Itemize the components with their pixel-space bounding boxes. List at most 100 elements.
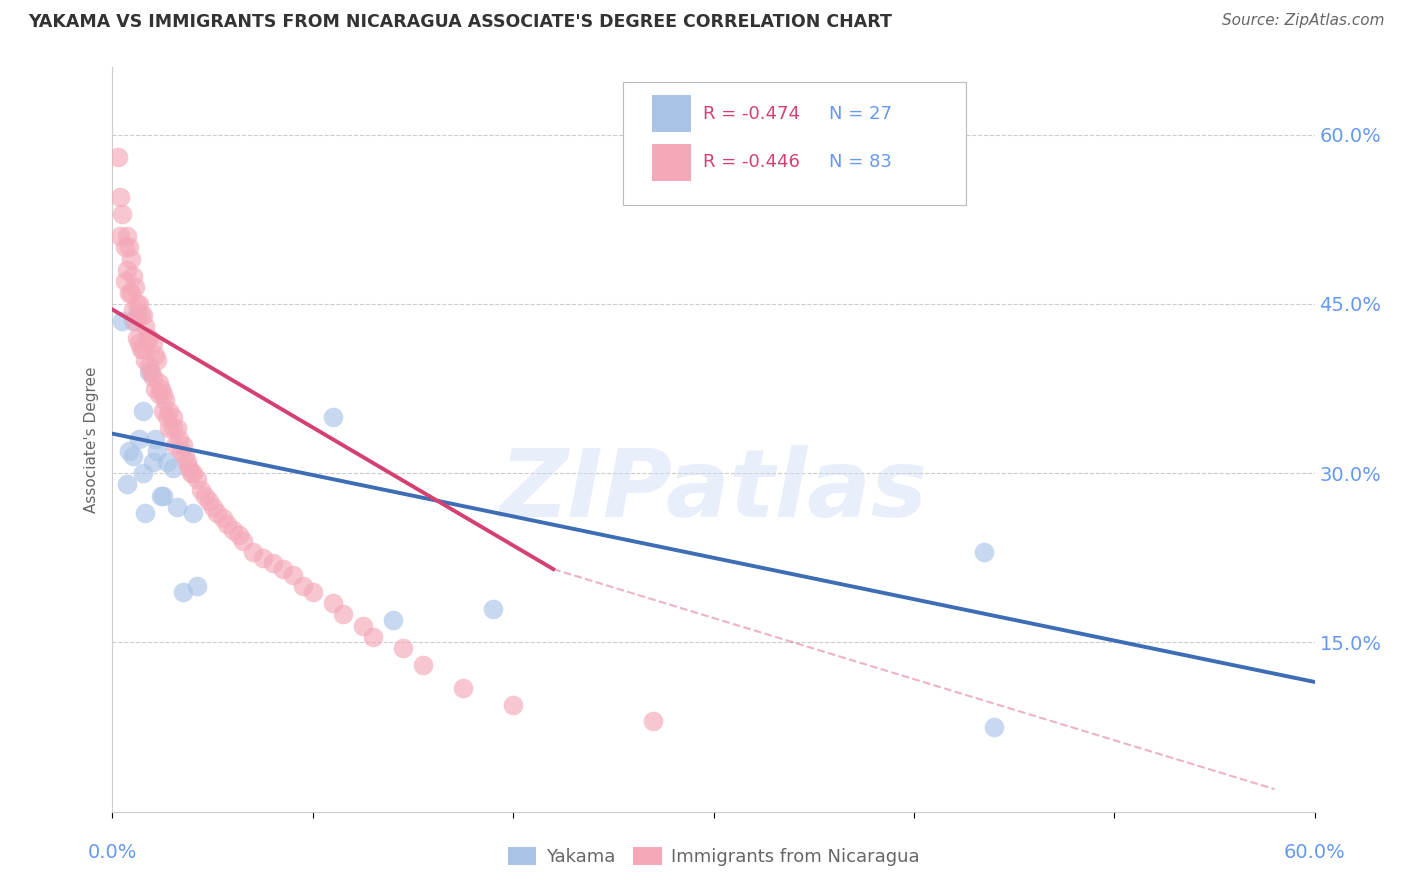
Point [117, 240, 139, 254]
Text: R = -0.446: R = -0.446 [703, 153, 800, 171]
Point [134, 353, 156, 368]
Point [382, 613, 405, 627]
Point [451, 681, 474, 695]
Point [114, 240, 136, 254]
Bar [652, 95, 690, 132]
Point [152, 404, 174, 418]
Point [131, 466, 153, 480]
Point [141, 370, 163, 384]
Point [153, 392, 176, 407]
Point [120, 285, 142, 300]
Point [983, 720, 1005, 734]
Point [148, 376, 170, 390]
Text: YAKAMA VS IMMIGRANTS FROM NICARAGUA ASSOCIATE'S DEGREE CORRELATION CHART: YAKAMA VS IMMIGRANTS FROM NICARAGUA ASSO… [28, 13, 891, 31]
Point [332, 607, 354, 622]
Point [166, 500, 188, 514]
Point [166, 421, 188, 435]
Point [155, 455, 177, 469]
Point [186, 579, 208, 593]
Point [201, 500, 224, 514]
Point [232, 533, 254, 548]
Point [110, 189, 132, 203]
Point [117, 285, 139, 300]
Point [129, 308, 152, 322]
Point [134, 319, 156, 334]
Point [107, 150, 129, 164]
Point [169, 443, 191, 458]
Bar [652, 144, 690, 181]
Point [228, 528, 250, 542]
Point [205, 506, 228, 520]
Point [291, 579, 314, 593]
Point [129, 342, 152, 356]
Point [128, 336, 150, 351]
Point [134, 506, 156, 520]
Text: ZIPatlas: ZIPatlas [499, 445, 928, 538]
Point [138, 359, 160, 373]
Point [242, 545, 264, 559]
Point [973, 545, 995, 559]
Point [181, 466, 204, 480]
Point [322, 596, 344, 610]
Point [222, 523, 245, 537]
Point [155, 409, 177, 424]
Point [152, 489, 174, 503]
Point [180, 466, 202, 480]
Point [115, 263, 138, 277]
Point [124, 280, 146, 294]
Point [172, 584, 194, 599]
Point [162, 460, 184, 475]
Point [211, 511, 233, 525]
Point [121, 268, 143, 283]
Point [271, 562, 294, 576]
FancyBboxPatch shape [623, 82, 966, 204]
Point [162, 409, 184, 424]
Point [131, 342, 153, 356]
Point [110, 229, 132, 244]
Point [145, 443, 167, 458]
Point [181, 506, 204, 520]
Point [392, 641, 415, 656]
Text: R = -0.474: R = -0.474 [703, 105, 800, 123]
Point [149, 489, 172, 503]
Point [173, 449, 195, 463]
Point [162, 421, 184, 435]
Point [125, 297, 148, 311]
Point [120, 252, 142, 266]
Text: Source: ZipAtlas.com: Source: ZipAtlas.com [1222, 13, 1385, 29]
Point [143, 382, 166, 396]
Point [111, 314, 134, 328]
Point [117, 443, 139, 458]
Legend: Yakama, Immigrants from Nicaragua: Yakama, Immigrants from Nicaragua [501, 839, 927, 873]
Point [114, 274, 136, 288]
Point [163, 438, 186, 452]
Point [157, 404, 180, 418]
Point [128, 432, 150, 446]
Point [186, 472, 208, 486]
Point [194, 489, 217, 503]
Point [281, 567, 304, 582]
Point [115, 229, 138, 244]
Point [482, 601, 505, 615]
Point [177, 460, 200, 475]
Text: N = 83: N = 83 [830, 153, 891, 171]
Point [143, 432, 166, 446]
Point [141, 336, 163, 351]
Point [215, 516, 238, 531]
Point [152, 387, 174, 401]
Point [252, 550, 274, 565]
Point [125, 331, 148, 345]
Point [412, 658, 434, 673]
Point [135, 331, 157, 345]
Point [643, 714, 665, 729]
Point [121, 314, 143, 328]
Point [361, 630, 384, 644]
Point [139, 365, 162, 379]
Point [176, 455, 198, 469]
Point [125, 308, 148, 322]
Point [131, 404, 153, 418]
Point [138, 365, 160, 379]
Point [149, 382, 172, 396]
Point [167, 432, 190, 446]
Point [302, 584, 325, 599]
